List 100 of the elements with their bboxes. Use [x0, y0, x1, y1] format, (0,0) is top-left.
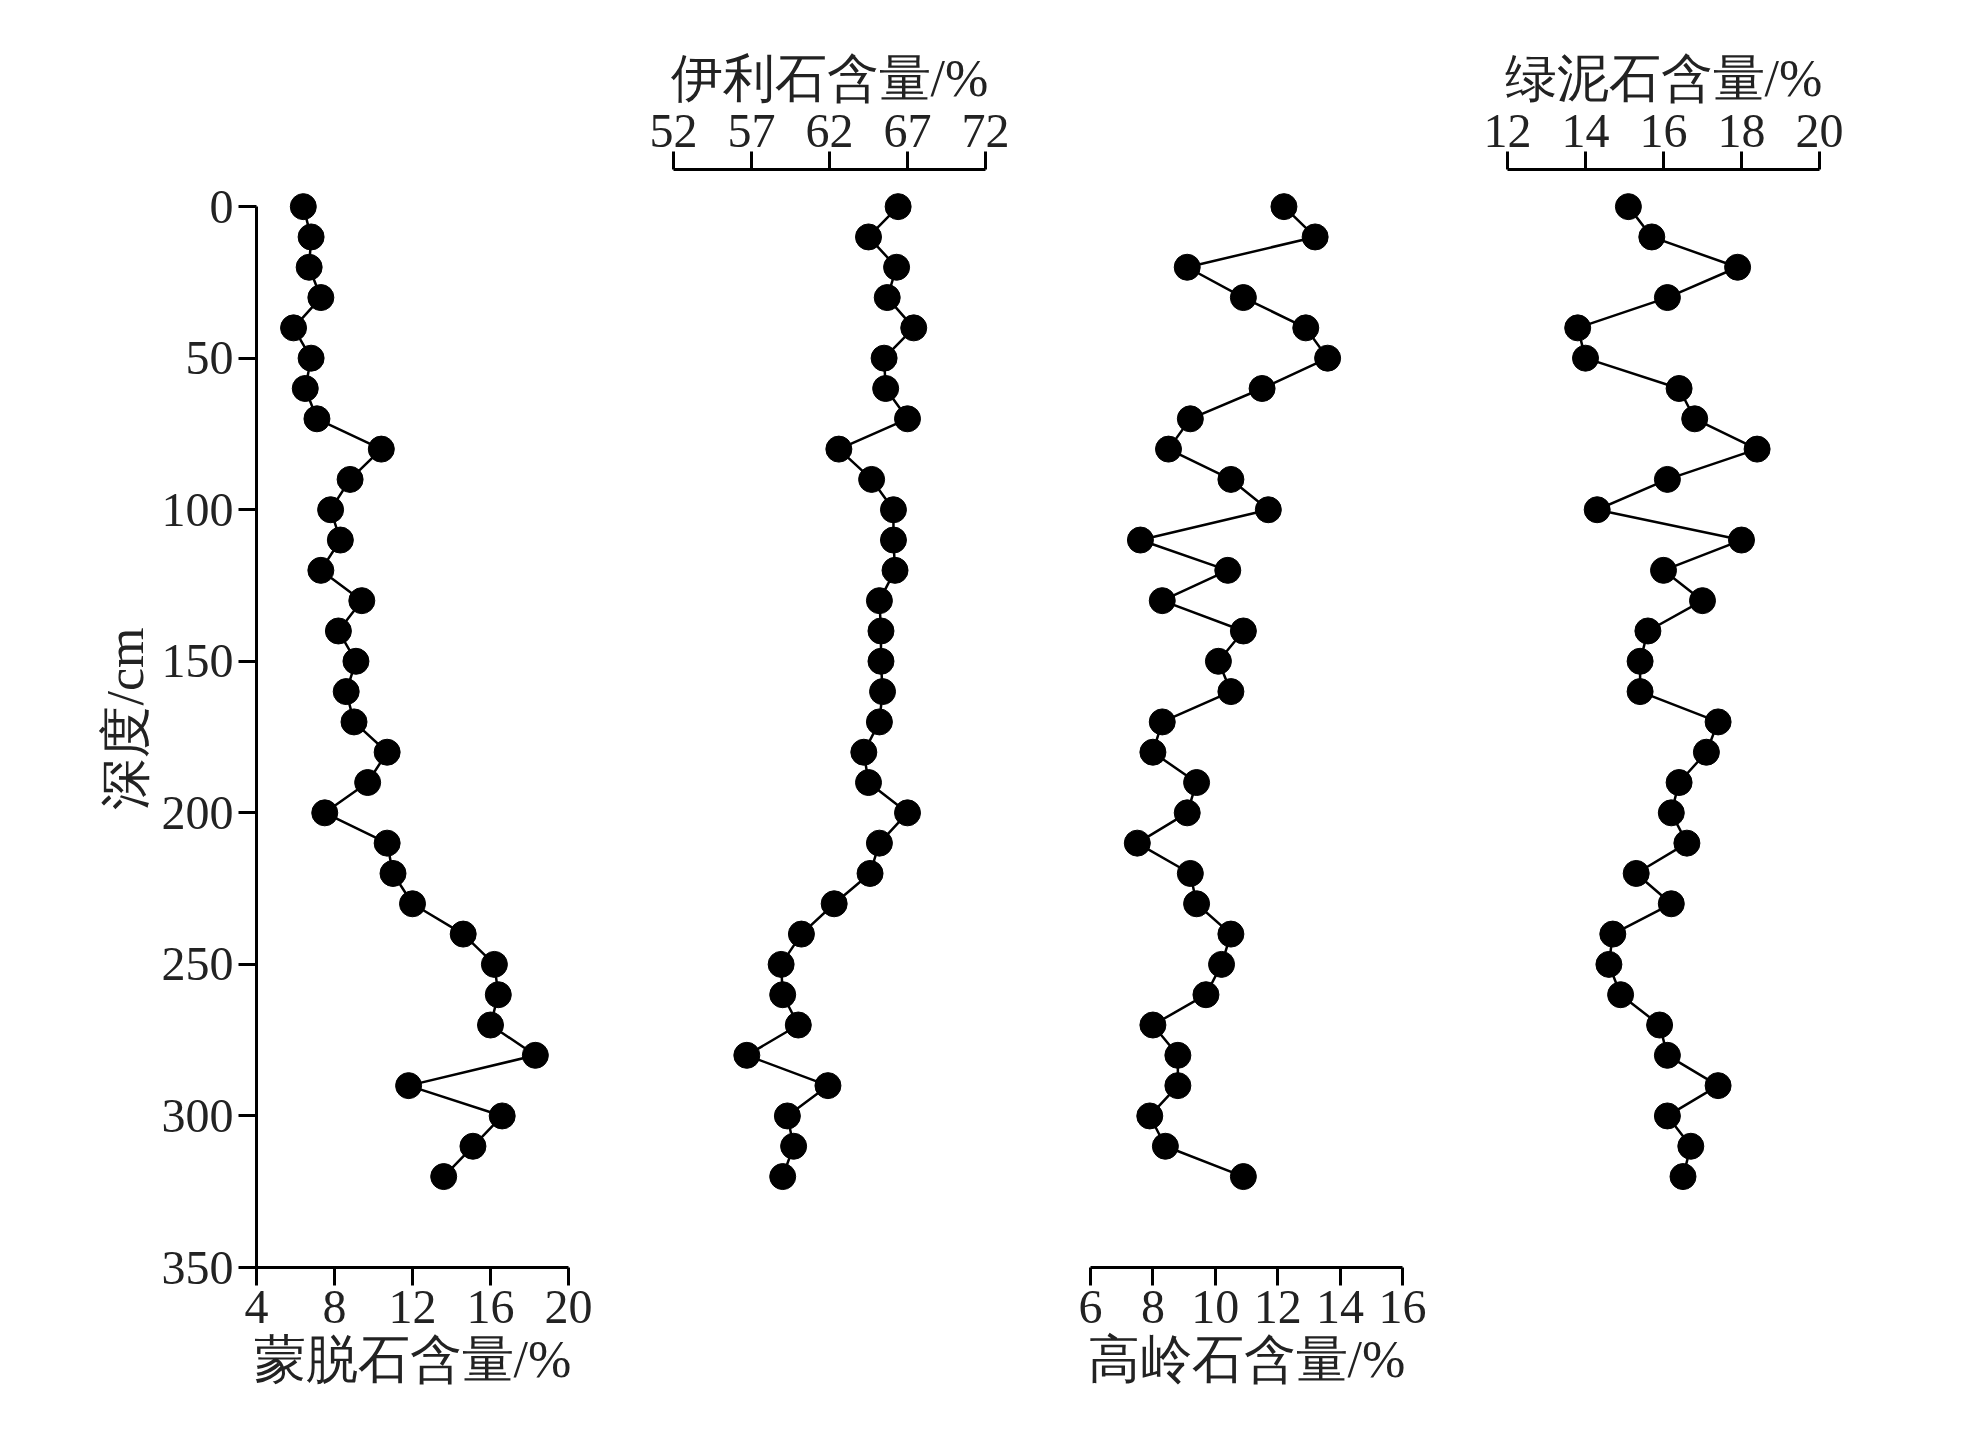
point [332, 678, 360, 706]
point [865, 587, 893, 615]
point [814, 1072, 842, 1100]
y-tick-label: 100 [161, 482, 234, 536]
point [297, 344, 325, 372]
y-tick-label: 200 [161, 785, 234, 839]
point [1173, 253, 1201, 281]
y-tick-label: 250 [161, 937, 234, 991]
point [879, 496, 907, 524]
point [303, 405, 331, 433]
point [399, 890, 426, 918]
point [1192, 981, 1220, 1009]
point [1626, 647, 1654, 675]
x-tick-label: 8 [1140, 1279, 1165, 1333]
point [894, 405, 921, 433]
point [733, 1041, 761, 1069]
point [1638, 223, 1666, 251]
point [1622, 859, 1650, 887]
y-tick-label: 300 [161, 1088, 234, 1142]
point [856, 859, 884, 887]
point [1599, 920, 1627, 948]
point [1136, 1102, 1164, 1130]
point [1148, 587, 1176, 615]
point [1653, 1041, 1681, 1069]
point [1148, 708, 1176, 736]
point [873, 284, 901, 312]
point [1155, 435, 1182, 463]
point [1704, 1072, 1732, 1100]
y-tick-label: 350 [161, 1240, 234, 1294]
point [884, 193, 912, 221]
point [1653, 1102, 1681, 1130]
point [295, 253, 323, 281]
point [820, 890, 848, 918]
point [373, 829, 401, 857]
x-tick-label: 16 [1378, 1279, 1427, 1333]
point [1677, 1132, 1705, 1160]
point [1292, 314, 1320, 342]
point [324, 617, 352, 645]
point [291, 375, 319, 402]
point [1183, 769, 1211, 797]
point [1176, 859, 1204, 887]
point [1314, 344, 1342, 372]
x-tick-label: 4 [244, 1279, 269, 1333]
point [1595, 950, 1623, 978]
point [354, 769, 382, 797]
point [855, 769, 882, 797]
point [367, 435, 395, 463]
point [867, 647, 895, 675]
point [1270, 193, 1298, 221]
point [1728, 526, 1755, 554]
point [1229, 284, 1257, 312]
point [311, 799, 339, 827]
point [1634, 617, 1662, 645]
x-axis-title: 蒙脱石含量/% [253, 1330, 572, 1388]
point [1681, 405, 1709, 433]
point [784, 1011, 812, 1039]
point [348, 587, 376, 615]
x-tick-label: 6 [1078, 1279, 1103, 1333]
point [297, 223, 325, 251]
point [1665, 769, 1693, 797]
point [373, 738, 401, 766]
point [1164, 1041, 1192, 1069]
point [1646, 1011, 1674, 1039]
point [449, 920, 477, 948]
point [1301, 223, 1329, 251]
x-tick-label: 14 [1316, 1279, 1365, 1333]
point [307, 284, 335, 312]
point [379, 859, 407, 887]
point [1724, 253, 1752, 281]
y-tick-label: 0 [209, 179, 234, 233]
point [317, 496, 345, 524]
point [879, 526, 907, 554]
point [1657, 890, 1685, 918]
point [867, 617, 895, 645]
point [1164, 1072, 1192, 1100]
point [1229, 617, 1257, 645]
point [1743, 435, 1771, 463]
point [1704, 708, 1732, 736]
point [1254, 496, 1282, 524]
point [1665, 375, 1693, 402]
x-tick-label: 20 [544, 1279, 593, 1333]
point [769, 981, 797, 1009]
point [1626, 678, 1654, 706]
point [430, 1163, 458, 1191]
y-tick-label: 50 [185, 331, 234, 385]
point [1204, 647, 1232, 675]
point [1689, 587, 1716, 615]
point [1217, 465, 1245, 493]
point [1123, 829, 1151, 857]
point [1614, 193, 1642, 221]
x-tick-label: 12 [1253, 1279, 1302, 1333]
point [340, 708, 368, 736]
point [1653, 465, 1681, 493]
x-axis-title: 高岭石含量/% [1087, 1330, 1406, 1388]
y-tick-label: 150 [161, 634, 234, 688]
point [825, 435, 853, 463]
point [1139, 738, 1167, 766]
point [336, 465, 364, 493]
point [894, 799, 921, 827]
point [881, 556, 909, 584]
